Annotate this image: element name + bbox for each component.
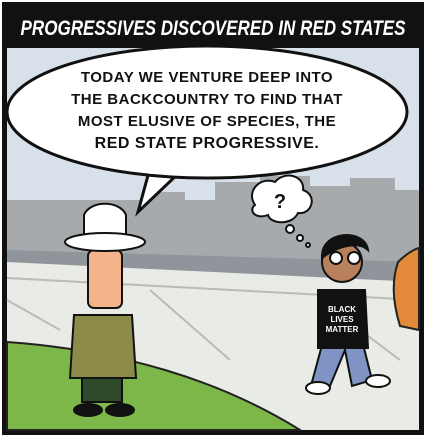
walker-shoe: [366, 375, 390, 387]
title: PROGRESSIVES DISCOVERED IN RED STATES: [21, 17, 406, 40]
ranger-shoe: [74, 404, 102, 416]
speech-line: MOST ELUSIVE OF SPECIES, THE: [78, 113, 336, 130]
thought-dot: [286, 225, 294, 233]
tail-join: [150, 160, 190, 174]
speech-bubble: [7, 46, 407, 178]
thought-dot: [306, 243, 310, 247]
walker-shoe: [306, 382, 330, 394]
question-mark: ?: [274, 191, 286, 213]
shirt-text: BLACK: [328, 305, 356, 314]
thought-dot: [297, 235, 303, 241]
ranger-shoe: [106, 404, 134, 416]
walker-glasses: [330, 252, 342, 264]
speech-line: TODAY WE VENTURE DEEP INTO: [81, 69, 333, 86]
walker-glasses: [348, 252, 360, 264]
speech-line: THE BACKCOUNTRY TO FIND THAT: [71, 91, 343, 108]
ranger-vest: [70, 315, 136, 378]
speech-line: RED STATE PROGRESSIVE.: [95, 135, 320, 152]
ranger-hat-crown: [84, 204, 126, 236]
shirt-text: LIVES: [330, 315, 354, 324]
ranger-hat-brim: [65, 233, 145, 251]
ranger-face: [88, 250, 122, 308]
shirt-text: MATTER: [326, 325, 359, 334]
comic-panel: TODAY WE VENTURE DEEP INTO THE BACKCOUNT…: [0, 0, 426, 437]
